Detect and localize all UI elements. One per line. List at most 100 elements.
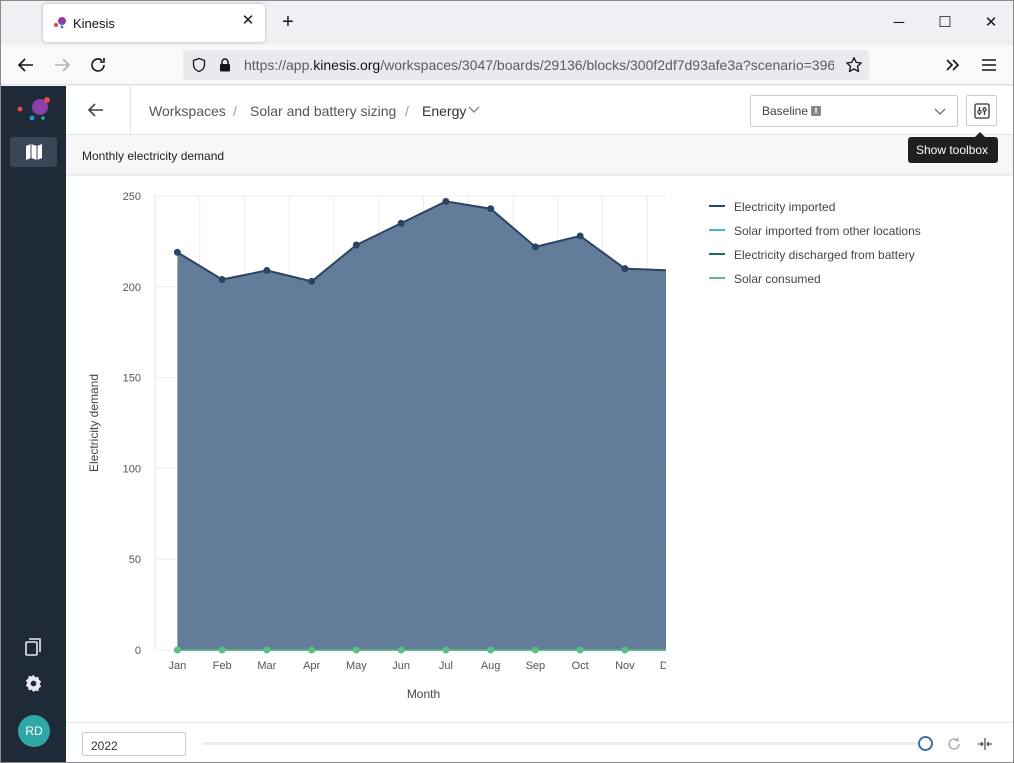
reset-icon[interactable] [946, 736, 962, 752]
hamburger-menu-icon[interactable] [977, 53, 1001, 77]
chart-container: 0 50 100 150 200 250 Jan Feb Mar Apr May Jun Jul Aug S… [66, 176, 1013, 722]
point-solar-consumed [308, 646, 316, 654]
close-window-icon[interactable]: ✕ [984, 14, 998, 31]
collapse-timeline-icon[interactable] [977, 736, 993, 752]
legend-label: Solar consumed [734, 272, 821, 286]
line-electricity-imported [176, 200, 666, 283]
y-axis-title: Electricity demand [87, 374, 101, 472]
breadcrumb-separator: / [233, 103, 237, 119]
point-electricity-imported [173, 248, 181, 256]
tab-title: Kinesis [73, 16, 115, 31]
legend-label: Electricity discharged from battery [734, 248, 915, 262]
y-tick-label: 100 [123, 463, 141, 475]
x-tick-label: Feb [213, 660, 232, 672]
back-arrow-icon[interactable] [86, 100, 106, 120]
tab-strip: Kinesis ✕ + ─ ☐ ✕ [1, 1, 1013, 45]
point-electricity-imported [352, 241, 360, 249]
scenario-value: Baseline [762, 104, 809, 118]
documents-icon[interactable] [24, 638, 42, 656]
kinesis-favicon-icon [54, 17, 66, 29]
timeline-footer: 2022 [66, 722, 1013, 762]
x-tick-label: Mar [257, 660, 276, 672]
legend-swatch [709, 277, 725, 279]
scenario-select[interactable]: Baseline [750, 95, 958, 127]
point-solar-consumed [487, 646, 495, 654]
x-tick-label: Jan [169, 660, 187, 672]
legend-label: Electricity imported [734, 200, 836, 214]
x-tick-label: Apr [303, 660, 320, 672]
y-tick-label: 250 [123, 191, 141, 203]
breadcrumb-separator: / [405, 103, 409, 119]
point-electricity-imported [531, 243, 539, 251]
header-divider [130, 86, 131, 135]
browser-tab-kinesis[interactable]: Kinesis ✕ [43, 4, 265, 42]
chevron-down-icon[interactable] [468, 105, 480, 115]
lock-icon[interactable] [217, 57, 233, 73]
map-icon [26, 144, 42, 160]
app-sidebar: RD [1, 86, 66, 762]
area-electricity-imported [177, 201, 666, 650]
x-tick-label: Jul [439, 660, 453, 672]
breadcrumb-board[interactable]: Solar and battery sizing [250, 103, 397, 119]
point-solar-consumed [442, 646, 450, 654]
legend-label: Solar imported from other locations [734, 224, 921, 238]
block-title: Monthly electricity demand [82, 149, 225, 163]
toolbox-tooltip: Show toolbox [908, 132, 998, 163]
x-tick-label: May [346, 660, 367, 672]
maximize-icon[interactable]: ☐ [938, 14, 952, 31]
show-toolbox-button[interactable] [966, 95, 997, 126]
timeline-slider-handle[interactable] [918, 736, 933, 751]
back-arrow-icon[interactable] [14, 53, 38, 77]
timeline-slider[interactable] [202, 742, 926, 745]
reload-icon[interactable] [86, 53, 110, 77]
close-tab-icon[interactable]: ✕ [241, 12, 255, 29]
point-electricity-imported [442, 197, 450, 205]
new-tab-icon[interactable]: + [282, 11, 294, 33]
gear-icon[interactable] [24, 674, 43, 693]
breadcrumb-block[interactable]: Energy [422, 103, 467, 119]
x-tick-label: Dec [660, 660, 666, 672]
area-chart: 0 50 100 150 200 250 Jan Feb Mar Apr May Jun Jul Aug S… [87, 191, 666, 701]
point-solar-consumed [218, 646, 226, 654]
y-tick-label: 200 [123, 282, 141, 294]
x-tick-label: Oct [572, 660, 589, 672]
point-solar-consumed [263, 646, 271, 654]
point-electricity-imported [621, 265, 629, 273]
x-tick-label: Aug [481, 660, 501, 672]
block-title-bar: Monthly electricity demand [66, 135, 1013, 175]
app-header: Workspaces / Solar and battery sizing / … [66, 86, 1013, 135]
point-solar-consumed [173, 646, 181, 654]
point-solar-consumed [397, 646, 405, 654]
minimize-icon[interactable]: ─ [893, 14, 905, 31]
forward-arrow-icon[interactable] [50, 53, 74, 77]
breadcrumb-workspaces[interactable]: Workspaces [149, 103, 226, 119]
url-text: https://app.kinesis.org/workspaces/3047/… [244, 57, 834, 73]
point-electricity-imported [308, 277, 316, 285]
browser-navbar: https://app.kinesis.org/workspaces/3047/… [1, 45, 1013, 85]
sidebar-item-boards[interactable] [10, 137, 57, 167]
x-tick-label: Sep [526, 660, 546, 672]
point-electricity-imported [397, 219, 405, 227]
overflow-chevrons-icon[interactable] [941, 53, 965, 77]
shield-icon[interactable] [191, 57, 207, 73]
point-electricity-imported [263, 266, 271, 274]
point-solar-consumed [531, 646, 539, 654]
url-bar[interactable]: https://app.kinesis.org/workspaces/3047/… [183, 50, 869, 80]
kinesis-logo-icon[interactable] [15, 96, 53, 126]
x-axis-title: Month [407, 687, 440, 701]
bookmark-star-icon[interactable] [845, 56, 863, 74]
point-solar-consumed [352, 646, 360, 654]
chevron-down-icon [934, 108, 946, 115]
point-electricity-imported [487, 205, 495, 213]
y-tick-label: 150 [123, 373, 141, 385]
year-input[interactable]: 2022 [82, 732, 186, 756]
user-avatar[interactable]: RD [18, 715, 50, 747]
legend-swatch [709, 229, 725, 231]
point-solar-consumed [576, 646, 584, 654]
point-electricity-imported [576, 232, 584, 240]
x-tick-label: Nov [615, 660, 635, 672]
sliders-icon [974, 103, 990, 119]
point-electricity-imported [218, 276, 226, 284]
point-solar-consumed [621, 646, 629, 654]
